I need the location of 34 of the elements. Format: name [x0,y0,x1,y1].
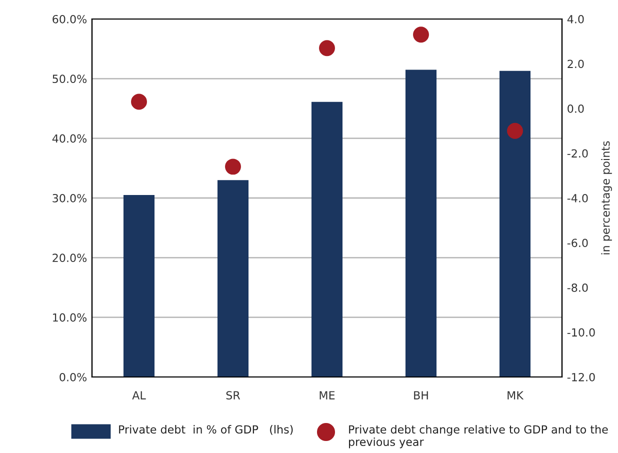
y2-tick-label: -12.0 [567,372,595,382]
bar [311,102,343,377]
y2-tick-label: 4.0 [567,14,584,24]
y-tick-label: 60.0% [52,14,87,24]
legend-label: Private debt in % of GDP (lhs) [119,425,293,435]
point [413,26,429,43]
y-tick-label: 30.0% [52,194,87,202]
legend-label: Private debt change relative to GDP and to the previous year [349,425,608,448]
point [131,94,147,110]
y-tick-label: 0.0% [60,372,87,382]
y-tick-label: 20.0% [52,254,87,262]
x-tick-label: SR [226,391,240,400]
y2-tick-label: 2.0 [568,60,584,68]
x-tick-label: ME [320,391,335,400]
y2-tick-label: -8.0 [567,283,588,292]
bar [123,195,155,377]
y-tick-label: 50.0% [52,74,87,84]
y2-tick-label: -4.0 [567,194,588,202]
bar [405,70,437,377]
point [319,40,335,56]
y2-axis-title: in percentage points [601,141,612,254]
bar [217,180,249,377]
x-tick-label: AL [132,391,146,400]
y2-tick-label: -10.0 [567,328,595,337]
y2-tick-label: -6.0 [567,238,588,248]
y-tick-label: 40.0% [52,134,87,143]
point [507,122,523,139]
y2-tick-label: -2.0 [567,149,588,158]
x-tick-label: BH [414,391,428,400]
y-tick-label: 10.0% [53,313,87,322]
x-tick-label: MK [508,391,524,400]
y2-tick-label: 0.0 [568,104,584,113]
bar [499,70,531,377]
point [225,158,241,175]
